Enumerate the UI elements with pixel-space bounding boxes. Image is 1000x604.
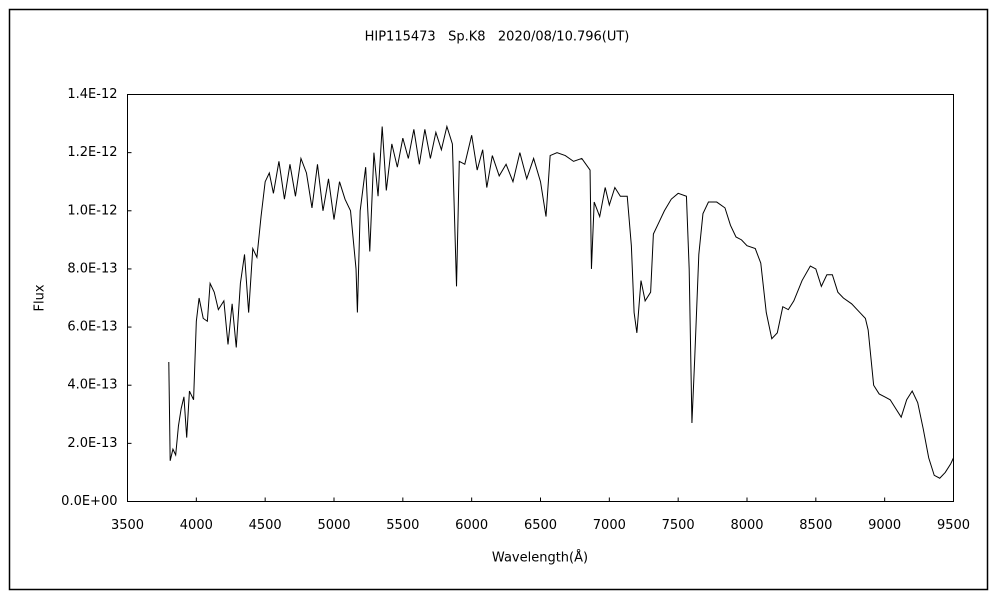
y-axis-label: Flux	[33, 284, 48, 311]
y-tick-label: 0.0E+00	[61, 494, 117, 509]
x-tick-label: 9000	[868, 518, 901, 533]
x-tick-label: 7000	[593, 518, 626, 533]
x-tick-label: 8500	[799, 518, 832, 533]
y-tick-label: 1.4E-12	[67, 87, 117, 102]
plot-border	[127, 94, 954, 502]
x-tick-label: 5500	[386, 518, 419, 533]
x-tick-label: 4000	[180, 518, 213, 533]
y-tick-label: 1.2E-12	[67, 145, 117, 160]
x-tick-label: 9500	[937, 518, 970, 533]
chart-title: HIP115473 Sp.K8 2020/08/10.796(UT)	[365, 30, 630, 45]
x-axis-label: Wavelength(Å)	[492, 550, 588, 566]
x-tick-label: 4500	[249, 518, 282, 533]
x-tick-label: 6000	[455, 518, 488, 533]
y-tick-label: 6.0E-13	[67, 320, 117, 335]
x-tick-label: 3500	[111, 518, 144, 533]
x-tick-label: 7500	[662, 518, 695, 533]
spectrum-line	[168, 124, 954, 479]
x-tick-label: 8000	[730, 518, 763, 533]
chart-border	[8, 8, 989, 591]
y-tick-label: 2.0E-13	[67, 436, 117, 451]
x-tick-label: 6500	[524, 518, 557, 533]
y-tick-label: 1.0E-12	[67, 203, 117, 218]
y-tick-label: 8.0E-13	[67, 261, 117, 276]
x-tick-label: 5000	[317, 518, 350, 533]
y-tick-label: 4.0E-13	[67, 378, 117, 393]
